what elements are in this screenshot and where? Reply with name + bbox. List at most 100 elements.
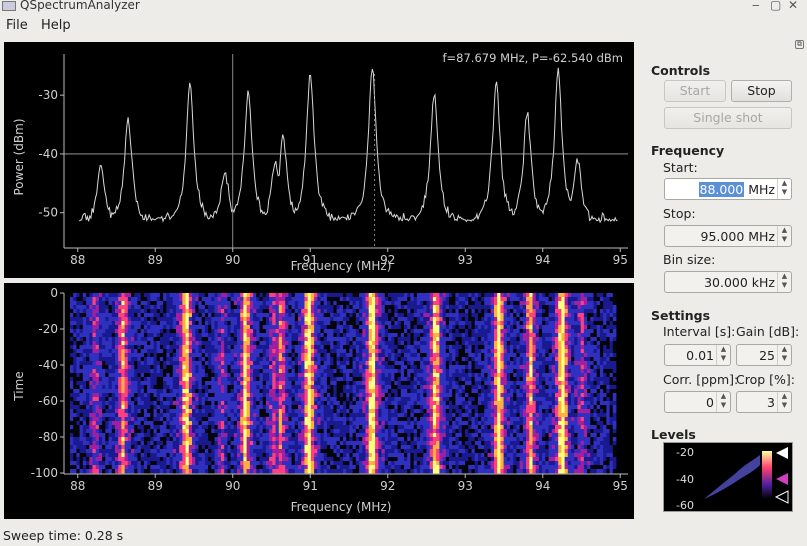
waterfall-cell (243, 349, 247, 354)
waterfall-cell (416, 453, 421, 458)
waterfall-cell (195, 345, 199, 350)
waterfall-cell (153, 461, 158, 466)
waterfall-cell (330, 353, 334, 358)
waterfall-cell (256, 369, 260, 374)
waterfall-cell (102, 377, 106, 382)
waterfall-cell (143, 357, 148, 362)
waterfall-cell (208, 469, 212, 474)
waterfall-cell (124, 433, 129, 438)
spectrum-canvas[interactable]: f=87.679 MHz, P=-62.540 dBm Frequency (M… (4, 42, 634, 278)
waterfall-cell (70, 305, 74, 310)
waterfall-cell (352, 297, 357, 302)
close-button[interactable]: ✕ (788, 0, 799, 12)
waterfall-cell (163, 337, 167, 342)
waterfall-cell (79, 425, 84, 430)
waterfall-cell (391, 301, 395, 306)
waterfall-cell (336, 365, 341, 370)
menu-help[interactable]: Help (41, 18, 71, 33)
waterfall-cell (362, 437, 366, 442)
waterfall-cell (310, 313, 315, 318)
waterfall-cell (166, 437, 170, 442)
waterfall-cell (391, 461, 395, 466)
waterfall-cell (416, 429, 421, 434)
waterfall-cell (134, 437, 138, 442)
waterfall-cell (304, 417, 309, 422)
waterfall-cell (111, 421, 116, 426)
waterfall-cell (314, 469, 318, 474)
menu-file[interactable]: File (6, 18, 28, 33)
waterfall-cell (115, 297, 119, 302)
waterfall-cell (169, 357, 174, 362)
waterfall-cell (195, 385, 199, 390)
waterfall-cell (198, 349, 203, 354)
waterfall-cell (413, 405, 418, 410)
waterfall-cell (111, 349, 116, 354)
waterfall-cell (285, 429, 289, 434)
waterfall-cell (317, 309, 321, 314)
minimize-button[interactable]: ‒ (752, 0, 760, 12)
waterfall-cell (217, 301, 222, 306)
waterfall-cell (92, 389, 97, 394)
waterfall-cell (368, 341, 373, 346)
waterfall-cell (330, 461, 334, 466)
waterfall-cell (195, 461, 199, 466)
waterfall-cell (291, 429, 296, 434)
waterfall-cell (404, 417, 408, 422)
waterfall-cell (388, 349, 392, 354)
waterfall-cell (391, 365, 395, 370)
waterfall-cell (352, 337, 357, 342)
waterfall-cell (416, 445, 421, 450)
maximize-button[interactable]: ▢ (770, 0, 782, 12)
waterfall-cell (208, 369, 212, 374)
waterfall-cell (118, 433, 122, 438)
waterfall-cell (359, 461, 363, 466)
waterfall-cell (143, 409, 148, 414)
waterfall-cell (278, 317, 283, 322)
waterfall-cell (147, 377, 151, 382)
waterfall-cell (233, 381, 238, 386)
waterfall-cell (282, 461, 286, 466)
waterfall-cell (159, 389, 164, 394)
waterfall-cell (140, 413, 145, 418)
waterfall-cell (246, 377, 251, 382)
waterfall-cell (317, 421, 321, 426)
waterfall-cell (323, 313, 328, 318)
waterfall-cell (294, 449, 299, 454)
waterfall-cell (362, 333, 366, 338)
waterfall-canvas[interactable]: Frequency (MHz) Time 88 89 90 91 92 93 94 950-2… (4, 283, 634, 519)
waterfall-cell (365, 461, 370, 466)
waterfall-cell (384, 329, 389, 334)
waterfall-cell (204, 317, 209, 322)
waterfall-cell (381, 357, 386, 362)
waterfall-cell (211, 425, 215, 430)
waterfall-cell (95, 469, 100, 474)
waterfall-cell (404, 441, 408, 446)
waterfall-cell (394, 381, 398, 386)
waterfall-cell (362, 397, 366, 402)
waterfall-cell (416, 369, 421, 374)
waterfall-cell (275, 305, 280, 310)
waterfall-cell (163, 329, 167, 334)
waterfall-cell (147, 373, 151, 378)
waterfall-cell (272, 321, 276, 326)
waterfall-cell (150, 429, 154, 434)
waterfall-cell (265, 293, 270, 298)
waterfall-cell (323, 337, 328, 342)
waterfall-plot[interactable]: Frequency (MHz) Time 88 89 90 91 92 93 94 95 0 -2… (4, 283, 634, 519)
waterfall-cell (230, 417, 235, 422)
waterfall-cell (343, 389, 347, 394)
spectrum-plot[interactable]: f=87.679 MHz, P=-62.540 dBm Frequency (M… (4, 42, 634, 278)
waterfall-cell (134, 389, 138, 394)
waterfall-cell (404, 389, 408, 394)
waterfall-cell (121, 457, 125, 462)
waterfall-cell (282, 373, 286, 378)
waterfall-cell (420, 405, 424, 410)
waterfall-cell (73, 329, 77, 334)
waterfall-cell (294, 349, 299, 354)
waterfall-cell (301, 453, 305, 458)
waterfall-cell (282, 389, 286, 394)
waterfall-cell (323, 453, 328, 458)
waterfall-cell (333, 349, 337, 354)
waterfall-cell (198, 425, 203, 430)
waterfall-cell (233, 325, 238, 330)
